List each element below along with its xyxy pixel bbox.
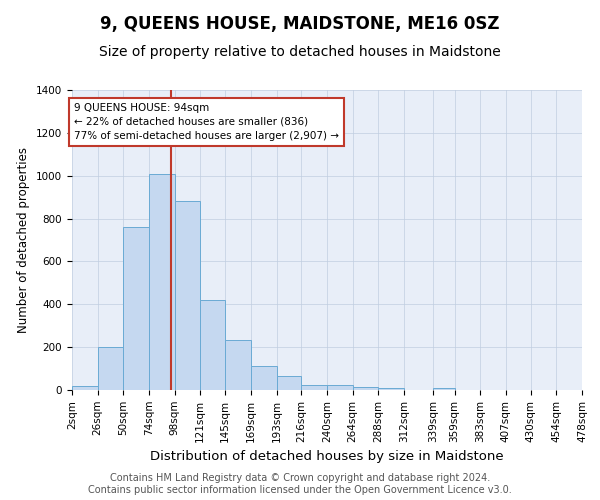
Bar	[225, 340, 251, 390]
Bar	[124, 227, 149, 390]
Text: Contains HM Land Registry data © Crown copyright and database right 2024.
Contai: Contains HM Land Registry data © Crown c…	[88, 474, 512, 495]
Bar	[199, 300, 225, 390]
Bar	[353, 387, 379, 390]
Bar	[98, 347, 124, 390]
Bar	[379, 388, 404, 390]
Bar	[301, 384, 327, 390]
Bar	[175, 202, 199, 390]
Text: 9 QUEENS HOUSE: 94sqm
← 22% of detached houses are smaller (836)
77% of semi-det: 9 QUEENS HOUSE: 94sqm ← 22% of detached …	[74, 103, 339, 141]
Bar	[433, 388, 455, 390]
Text: Size of property relative to detached houses in Maidstone: Size of property relative to detached ho…	[99, 45, 501, 59]
Bar	[149, 174, 175, 390]
Bar	[277, 376, 301, 390]
Y-axis label: Number of detached properties: Number of detached properties	[17, 147, 31, 333]
X-axis label: Distribution of detached houses by size in Maidstone: Distribution of detached houses by size …	[150, 450, 504, 463]
Bar	[251, 366, 277, 390]
Text: 9, QUEENS HOUSE, MAIDSTONE, ME16 0SZ: 9, QUEENS HOUSE, MAIDSTONE, ME16 0SZ	[100, 15, 500, 33]
Bar	[72, 386, 98, 390]
Bar	[327, 384, 353, 390]
